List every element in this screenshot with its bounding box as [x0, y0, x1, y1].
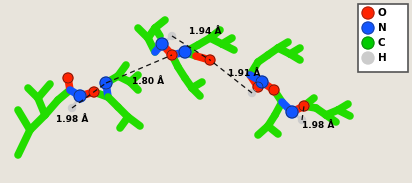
- Text: 1.98 Å: 1.98 Å: [302, 122, 334, 130]
- Text: O: O: [378, 8, 387, 18]
- Text: N: N: [378, 23, 387, 33]
- Circle shape: [169, 33, 176, 40]
- Circle shape: [256, 76, 268, 88]
- Circle shape: [269, 85, 279, 95]
- Circle shape: [248, 89, 255, 96]
- Circle shape: [286, 106, 298, 118]
- Text: 1.94 Å: 1.94 Å: [189, 27, 221, 36]
- Circle shape: [362, 7, 374, 19]
- Text: 1.80 Å: 1.80 Å: [132, 77, 164, 87]
- Circle shape: [253, 82, 263, 92]
- Circle shape: [299, 101, 309, 111]
- Circle shape: [299, 117, 306, 124]
- Circle shape: [156, 38, 168, 50]
- Circle shape: [362, 22, 374, 34]
- Circle shape: [362, 37, 374, 49]
- Circle shape: [89, 87, 99, 97]
- Text: 1.91 Å: 1.91 Å: [228, 68, 260, 77]
- Text: H: H: [378, 53, 387, 63]
- Circle shape: [179, 46, 191, 58]
- Circle shape: [362, 52, 374, 64]
- Text: 1.98 Å: 1.98 Å: [56, 115, 88, 124]
- Circle shape: [74, 90, 86, 102]
- Circle shape: [100, 77, 112, 89]
- Circle shape: [167, 50, 177, 60]
- Circle shape: [68, 104, 75, 111]
- Circle shape: [205, 55, 215, 65]
- Bar: [358, 4, 408, 72]
- Circle shape: [63, 73, 73, 83]
- Text: C: C: [378, 38, 386, 48]
